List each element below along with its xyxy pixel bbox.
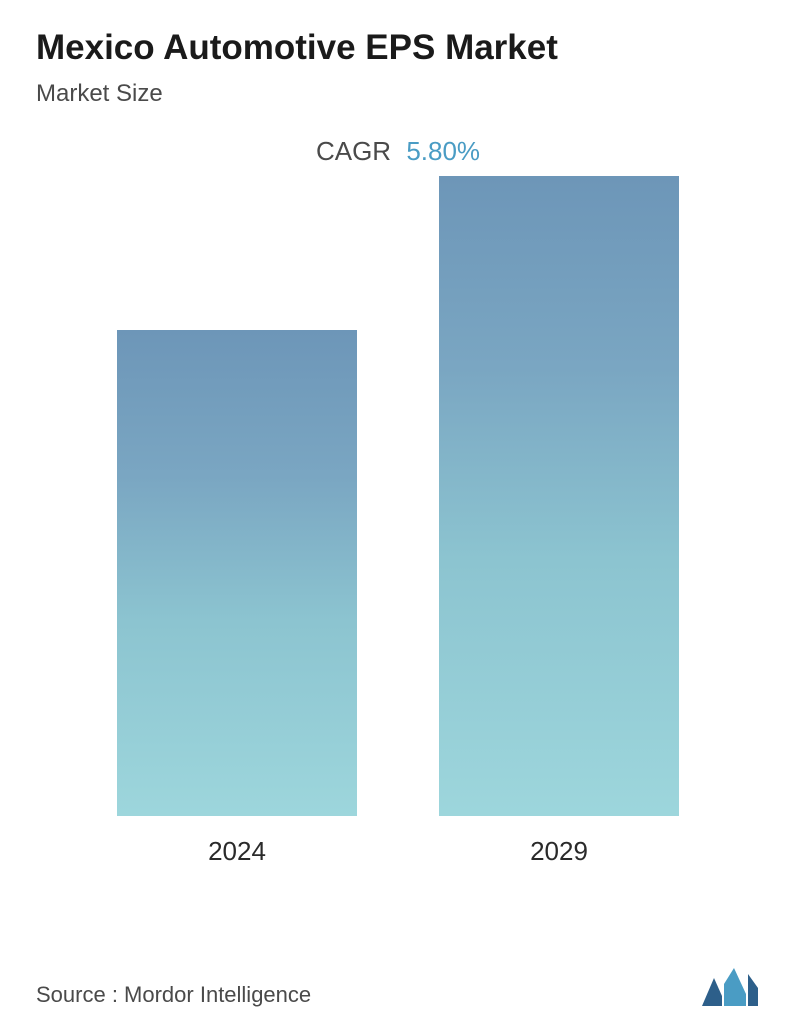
- bar-label: 2024: [208, 836, 266, 867]
- bar-2024: [117, 330, 357, 816]
- chart-container: Mexico Automotive EPS Market Market Size…: [0, 0, 796, 1034]
- bar-2029: [439, 176, 679, 816]
- cagr-label: CAGR: [316, 136, 391, 166]
- chart-subtitle: Market Size: [36, 80, 760, 108]
- cagr-row: CAGR 5.80%: [36, 136, 760, 167]
- bar-group: 2029: [439, 176, 679, 867]
- source-text: Source : Mordor Intelligence: [36, 982, 311, 1008]
- mordor-logo-icon: [700, 966, 760, 1008]
- bar-group: 2024: [117, 330, 357, 867]
- cagr-value: 5.80%: [406, 136, 480, 166]
- bar-label: 2029: [530, 836, 588, 867]
- bar-chart-area: 2024 2029: [36, 227, 760, 867]
- chart-title: Mexico Automotive EPS Market: [36, 28, 760, 68]
- chart-footer: Source : Mordor Intelligence: [36, 966, 760, 1008]
